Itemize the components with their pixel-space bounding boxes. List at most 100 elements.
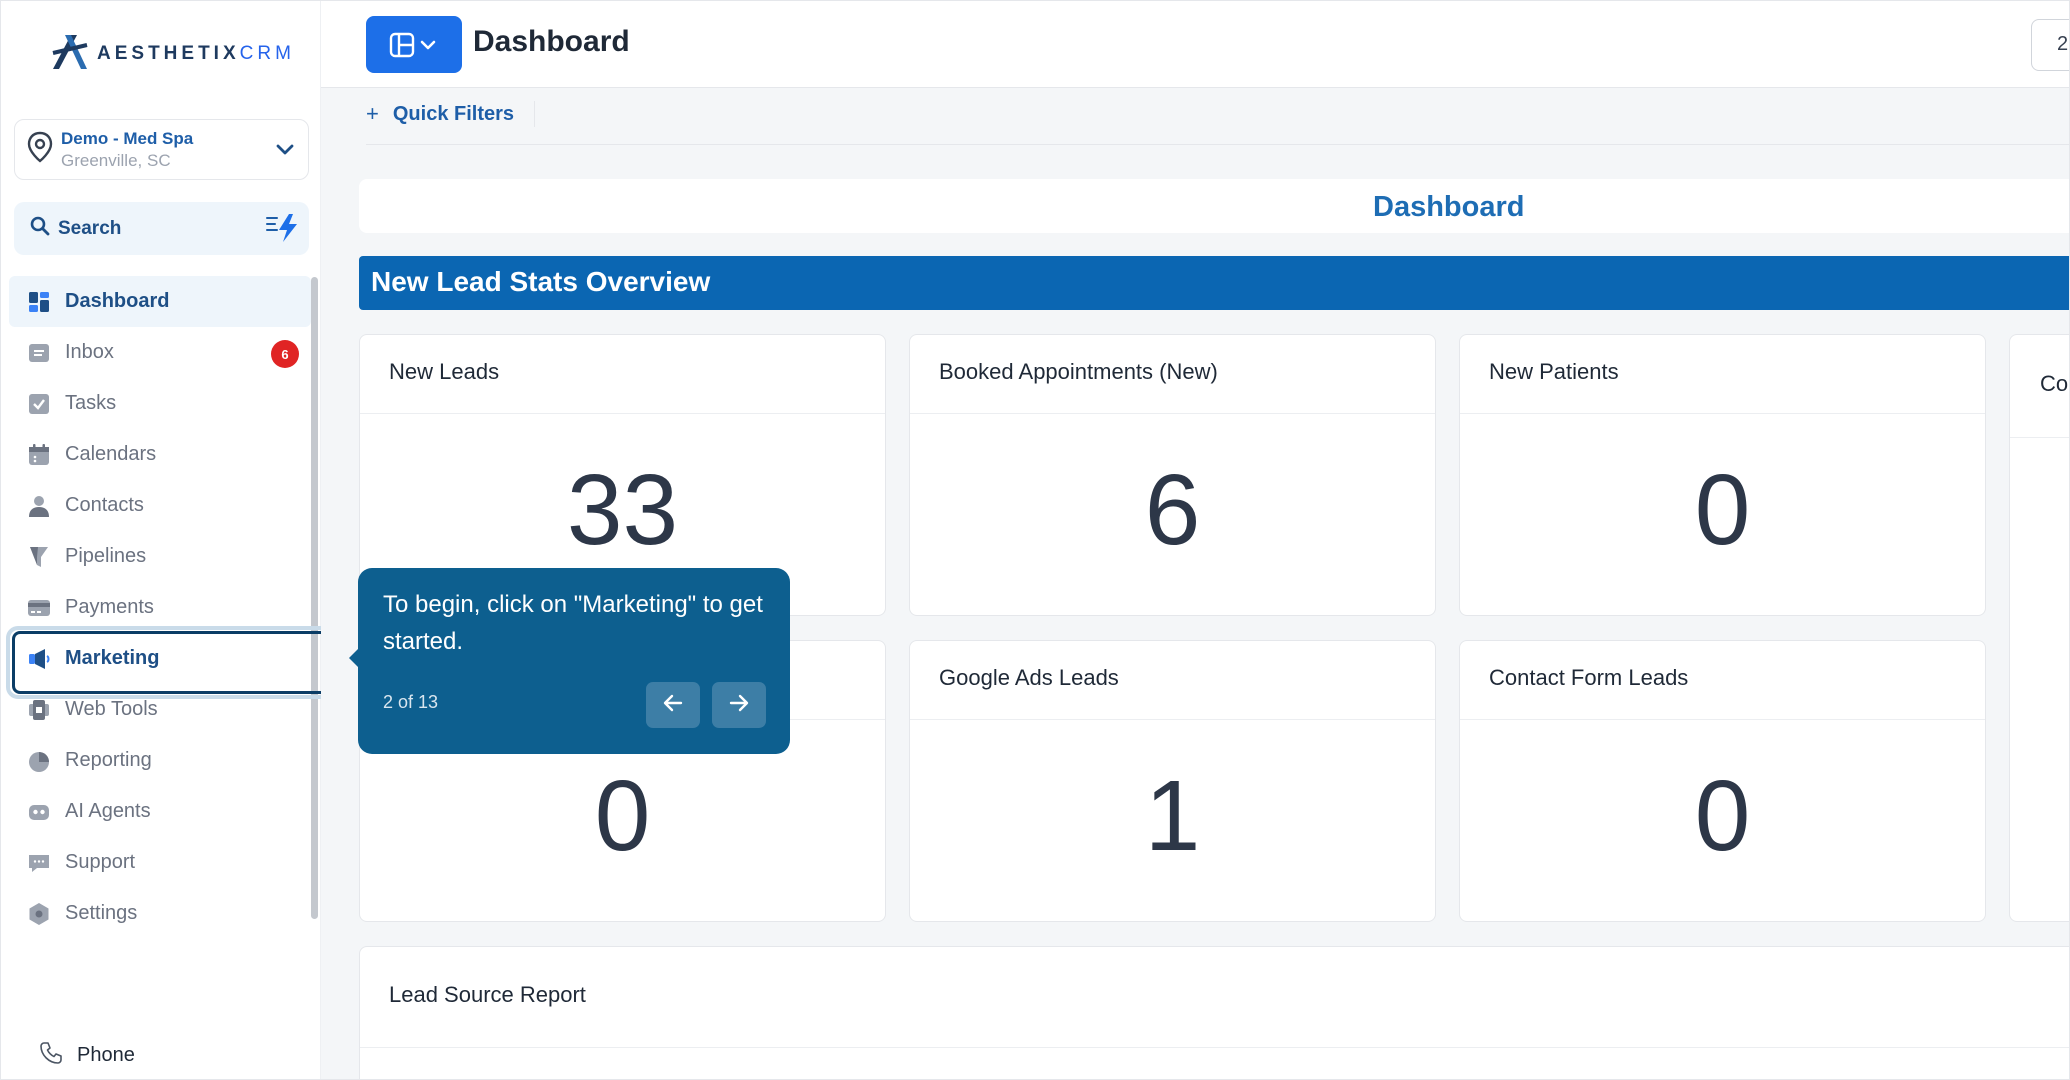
card-divider bbox=[2010, 437, 2069, 438]
card-title: Contact Form Leads bbox=[1489, 665, 1689, 690]
card-value: 0 bbox=[1694, 454, 1751, 566]
calendar-icon bbox=[27, 443, 51, 467]
sidebar-item-reporting[interactable]: Reporting bbox=[9, 735, 311, 786]
sidebar-item-label: Calendars bbox=[65, 443, 157, 465]
card-value: 6 bbox=[1144, 454, 1201, 566]
sidebar-item-marketing[interactable]: Marketing bbox=[9, 633, 311, 684]
layout-icon bbox=[389, 32, 415, 57]
settings-icon bbox=[27, 902, 51, 926]
ai-agents-icon bbox=[27, 800, 51, 824]
reporting-icon bbox=[27, 749, 51, 773]
logo-mark-icon bbox=[51, 31, 89, 76]
tasks-icon bbox=[27, 392, 51, 416]
card-divider bbox=[1460, 719, 1985, 720]
stat-card-google-ads-leads[interactable]: Google Ads Leads 1 bbox=[909, 640, 1436, 922]
card-divider bbox=[360, 1047, 2069, 1048]
search-label: Search bbox=[58, 217, 122, 239]
sidebar-item-settings[interactable]: Settings bbox=[9, 888, 311, 939]
location-city: Greenville, SC bbox=[61, 150, 171, 170]
stat-card-contact-form-leads[interactable]: Contact Form Leads 0 bbox=[1459, 640, 1986, 922]
payments-icon bbox=[27, 596, 51, 620]
location-switcher[interactable]: Demo - Med Spa Greenville, SC bbox=[14, 119, 309, 180]
layout-switcher-button[interactable] bbox=[366, 16, 462, 73]
main-content: Dashboard 2 + Quick Filters Dashboard Ne… bbox=[321, 1, 2069, 1079]
sidebar-item-label: AI Agents bbox=[65, 800, 151, 822]
card-divider bbox=[910, 413, 1435, 414]
sidebar-item-label: Reporting bbox=[65, 749, 152, 771]
walkthrough-tooltip: To begin, click on "Marketing" to get st… bbox=[358, 568, 790, 754]
card-divider bbox=[910, 719, 1435, 720]
tooltip-step-counter: 2 of 13 bbox=[383, 692, 439, 712]
arrow-right-icon bbox=[727, 691, 751, 720]
marketing-icon bbox=[27, 647, 51, 671]
phone-button[interactable]: Phone bbox=[39, 1041, 135, 1070]
card-title: Google Ads Leads bbox=[939, 665, 1119, 690]
stat-card-partial[interactable]: Co bbox=[2009, 334, 2069, 922]
card-title: New Patients bbox=[1489, 359, 1619, 384]
brand-logo[interactable]: AESTHETIXCRM bbox=[51, 31, 295, 76]
sidebar-item-support[interactable]: Support bbox=[9, 837, 311, 888]
stat-card-new-patients[interactable]: New Patients 0 bbox=[1459, 334, 1986, 616]
page-title: Dashboard bbox=[473, 25, 630, 58]
sidebar-item-label: Inbox bbox=[65, 341, 114, 363]
tooltip-text: To begin, click on "Marketing" to get st… bbox=[383, 591, 763, 655]
date-range-text: 2 bbox=[2057, 33, 2069, 55]
arrow-left-icon bbox=[661, 691, 685, 720]
plus-icon: + bbox=[366, 101, 379, 126]
dashboard-icon bbox=[27, 290, 51, 314]
sidebar-item-label: Web Tools bbox=[65, 698, 158, 720]
sidebar-item-label: Contacts bbox=[65, 494, 144, 516]
quick-filters-label: Quick Filters bbox=[392, 102, 515, 125]
tooltip-next-button[interactable] bbox=[712, 682, 766, 728]
sidebar-item-calendars[interactable]: Calendars bbox=[9, 429, 311, 480]
card-title: Co bbox=[2040, 371, 2069, 396]
sidebar-item-payments[interactable]: Payments bbox=[9, 582, 311, 633]
sidebar-item-label: Tasks bbox=[65, 392, 117, 414]
location-name: Demo - Med Spa bbox=[61, 128, 194, 148]
sidebar: AESTHETIXCRM Demo - Med Spa Greenville, … bbox=[1, 1, 321, 1079]
pipelines-icon bbox=[27, 545, 51, 569]
lead-source-report-card[interactable]: Lead Source Report bbox=[359, 946, 2069, 1079]
search-button[interactable]: Search bbox=[14, 202, 309, 255]
inbox-icon bbox=[27, 341, 51, 365]
quick-action-bolt-icon[interactable] bbox=[265, 212, 299, 249]
sidebar-item-label: Pipelines bbox=[65, 545, 147, 567]
filter-divider bbox=[366, 144, 2069, 145]
sidebar-item-contacts[interactable]: Contacts bbox=[9, 480, 311, 531]
quick-filters-button[interactable]: + Quick Filters bbox=[366, 101, 536, 127]
sidebar-item-label: Marketing bbox=[65, 647, 160, 669]
card-title: New Leads bbox=[389, 359, 500, 384]
sidebar-nav: Dashboard Inbox 6 Tasks Calendars Contac… bbox=[9, 276, 311, 939]
section-title: New Lead Stats Overview bbox=[371, 266, 711, 297]
walkthrough-highlight-inner bbox=[12, 631, 340, 694]
sidebar-item-label: Dashboard bbox=[65, 290, 170, 312]
chevron-down-icon[interactable] bbox=[274, 138, 296, 165]
card-value: 1 bbox=[1144, 760, 1201, 872]
sidebar-item-web-tools[interactable]: Web Tools bbox=[9, 684, 311, 735]
date-range-picker[interactable] bbox=[2031, 19, 2069, 71]
sidebar-item-inbox[interactable]: Inbox 6 bbox=[9, 327, 311, 378]
map-pin-icon bbox=[25, 130, 55, 169]
sidebar-item-dashboard[interactable]: Dashboard bbox=[9, 276, 311, 327]
support-icon bbox=[27, 851, 51, 875]
web-tools-icon bbox=[27, 698, 51, 722]
dashboard-header-title: Dashboard bbox=[1373, 191, 1525, 223]
card-value: 33 bbox=[566, 454, 679, 566]
sidebar-scrollbar[interactable] bbox=[311, 277, 318, 919]
card-value: 0 bbox=[1694, 760, 1751, 872]
logo-text: AESTHETIXCRM bbox=[97, 42, 295, 64]
card-divider bbox=[1460, 413, 1985, 414]
sidebar-item-tasks[interactable]: Tasks bbox=[9, 378, 311, 429]
sidebar-item-ai-agents[interactable]: AI Agents bbox=[9, 786, 311, 837]
dashboard-header bbox=[359, 179, 2069, 233]
sidebar-item-label: Settings bbox=[65, 902, 138, 924]
tooltip-prev-button[interactable] bbox=[646, 682, 700, 728]
contacts-icon bbox=[27, 494, 51, 518]
stat-card-booked-appointments[interactable]: Booked Appointments (New) 6 bbox=[909, 334, 1436, 616]
sidebar-item-label: Support bbox=[65, 851, 136, 873]
sidebar-item-pipelines[interactable]: Pipelines bbox=[9, 531, 311, 582]
topbar: Dashboard bbox=[321, 1, 2069, 88]
section-bar bbox=[359, 256, 2069, 310]
card-divider bbox=[360, 413, 885, 414]
